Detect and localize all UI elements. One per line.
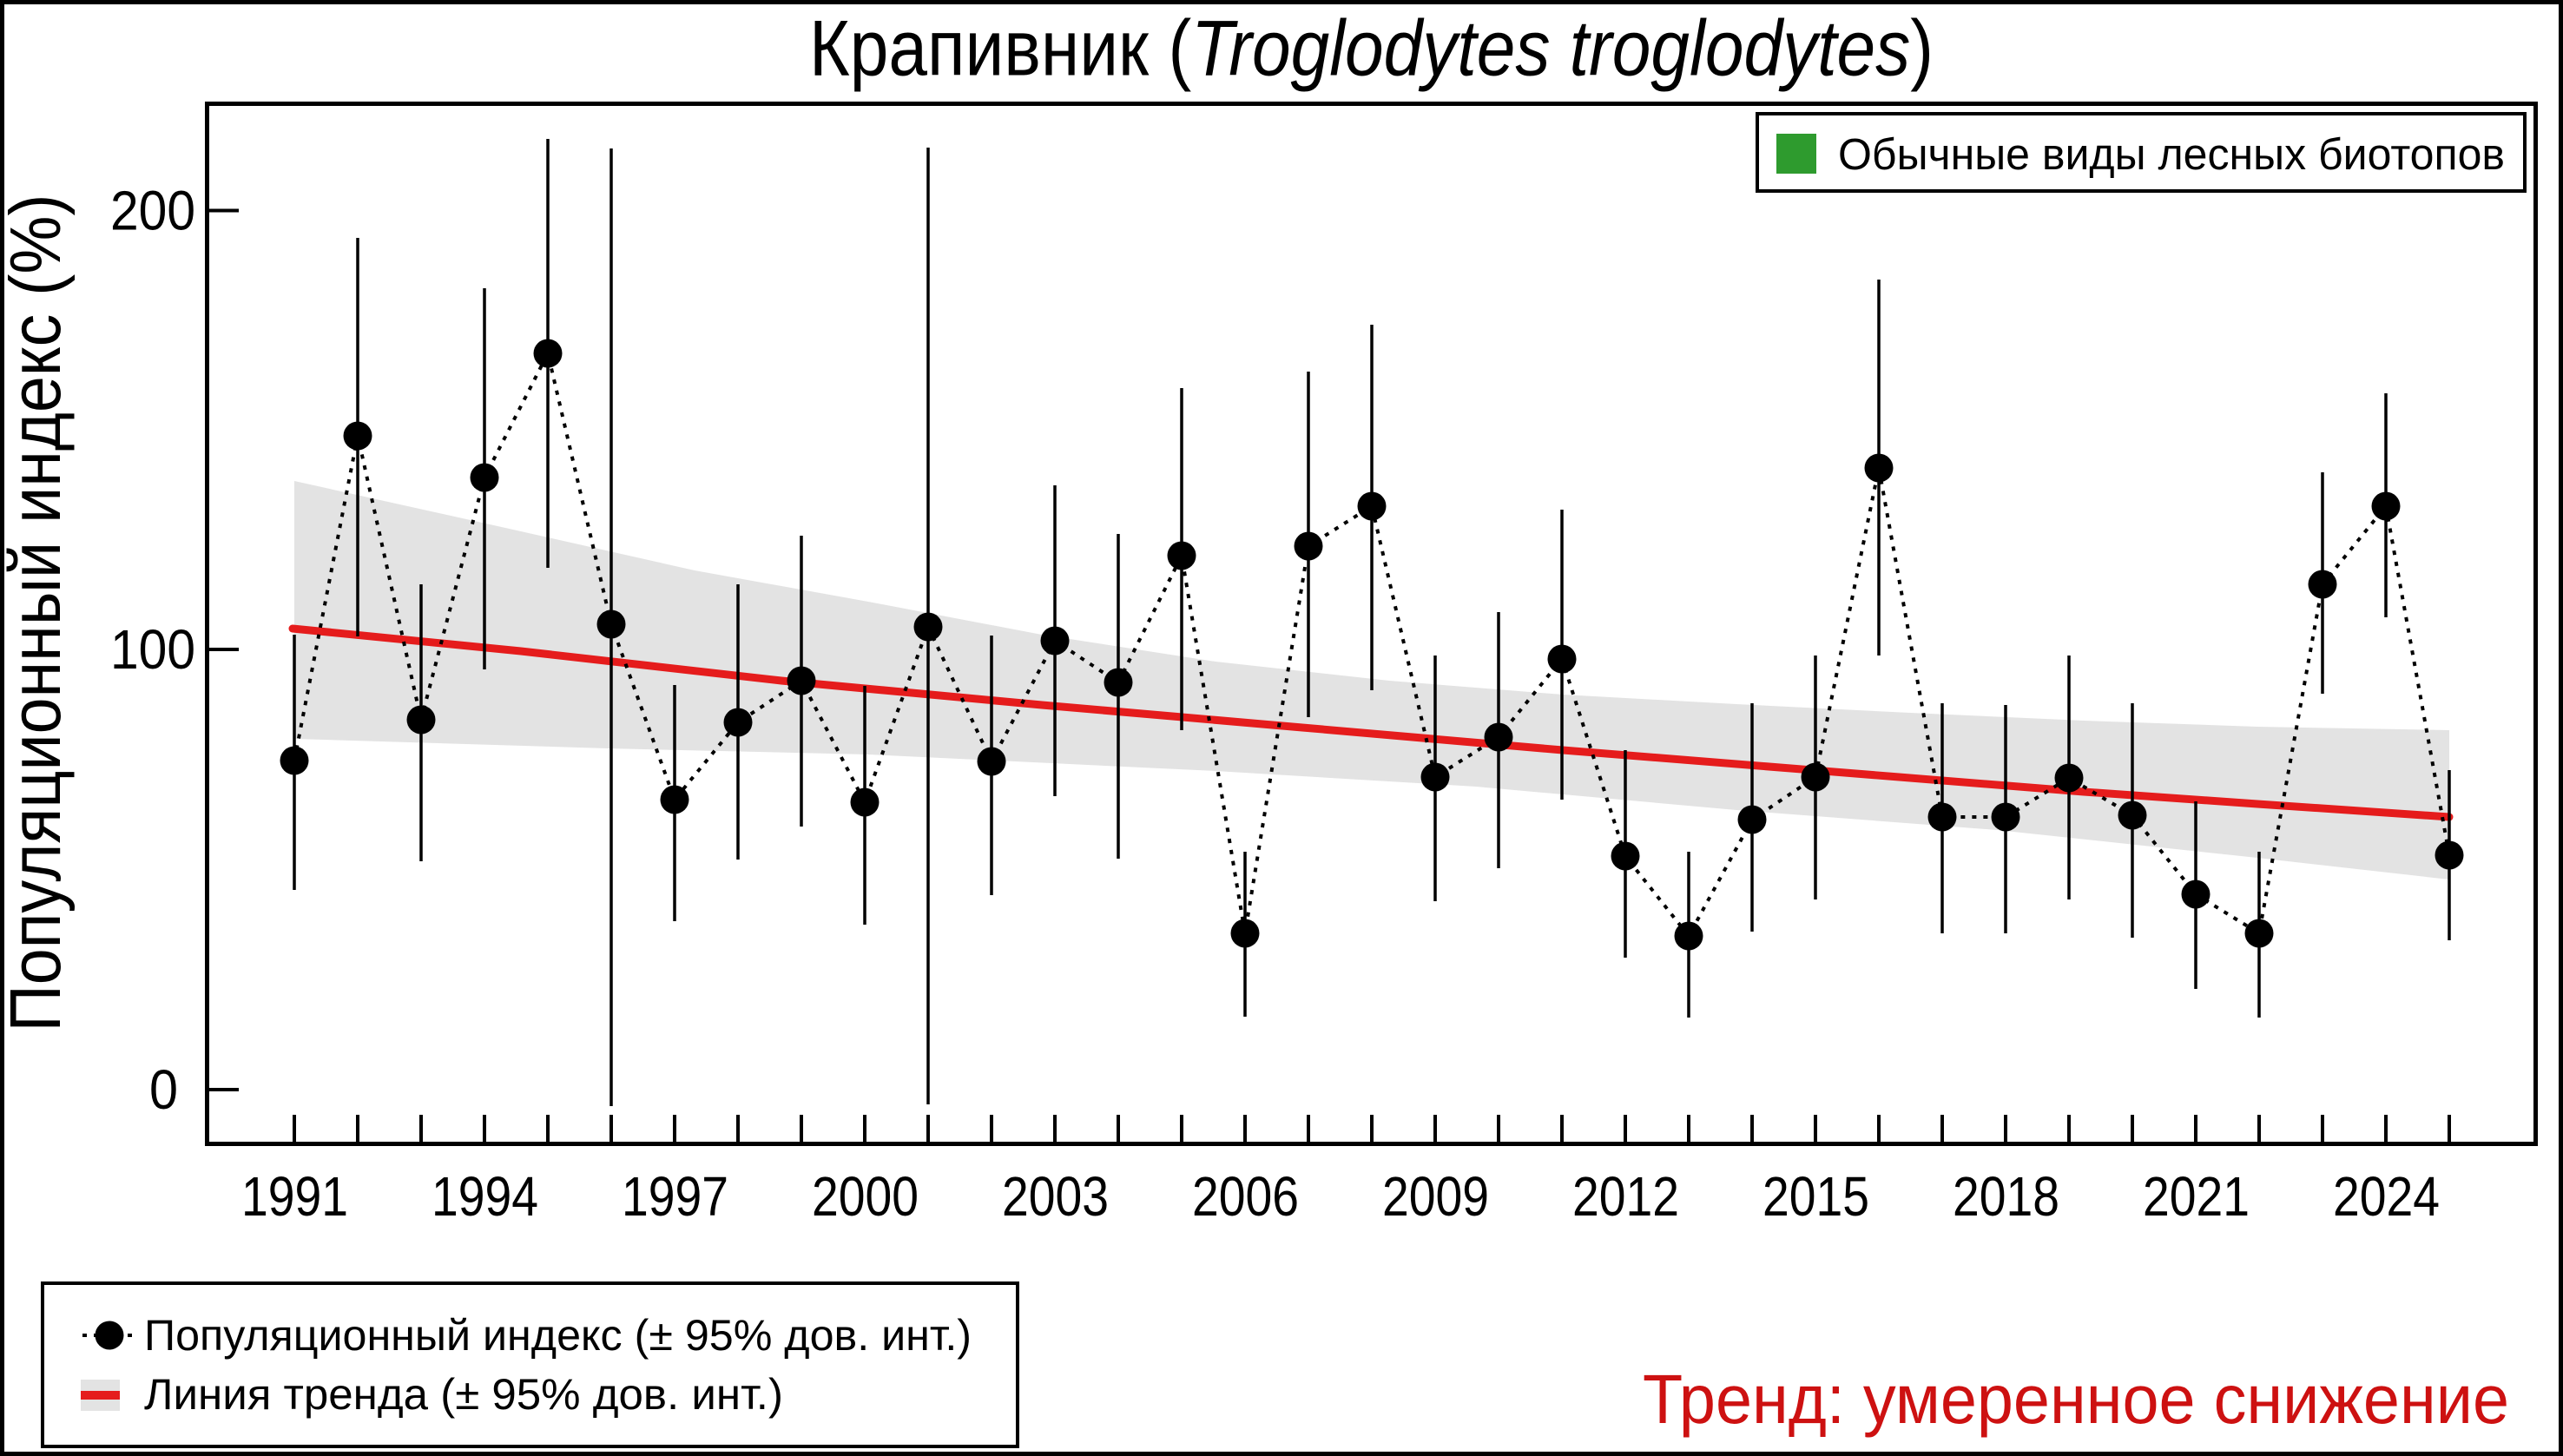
svg-text:2012: 2012 [1572, 1165, 1679, 1228]
svg-text:1991: 1991 [241, 1165, 348, 1228]
svg-text:200: 200 [110, 180, 195, 242]
svg-text:Обычные виды лесных биотопов: Обычные виды лесных биотопов [1838, 129, 2505, 179]
svg-text:Линия тренда (± 95% дов. инт.): Линия тренда (± 95% дов. инт.) [144, 1370, 783, 1419]
svg-text:2000: 2000 [812, 1165, 919, 1228]
svg-text:2003: 2003 [1002, 1165, 1109, 1228]
svg-text:2015: 2015 [1762, 1165, 1869, 1228]
svg-text:2006: 2006 [1192, 1165, 1299, 1228]
svg-text:2018: 2018 [1953, 1165, 2059, 1228]
svg-text:2021: 2021 [2143, 1165, 2250, 1228]
svg-text:Тренд: умеренное снижение: Тренд: умеренное снижение [1643, 1360, 2509, 1438]
svg-text:Популяционный индекс (± 95% до: Популяционный индекс (± 95% дов. инт.) [144, 1311, 972, 1360]
svg-text:1994: 1994 [432, 1165, 538, 1228]
svg-text:2009: 2009 [1382, 1165, 1489, 1228]
svg-text:0: 0 [149, 1058, 178, 1121]
svg-text:1997: 1997 [622, 1165, 728, 1228]
svg-text:Крапивник (Troglodytes troglod: Крапивник (Troglodytes troglodytes) [809, 5, 1934, 93]
svg-text:2024: 2024 [2333, 1165, 2440, 1228]
svg-text:Популяционный индекс (%): Популяционный индекс (%) [0, 194, 76, 1032]
svg-text:100: 100 [110, 618, 195, 681]
